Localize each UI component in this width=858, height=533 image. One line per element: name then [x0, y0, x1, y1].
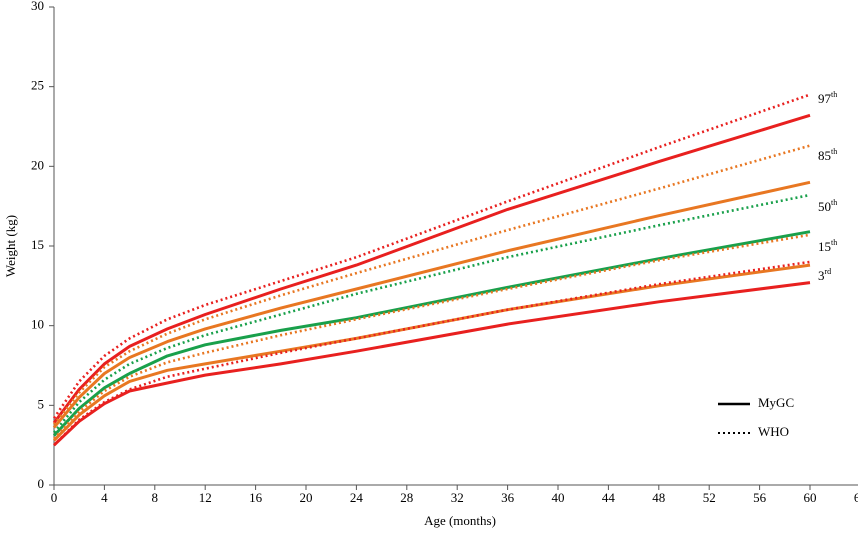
percentile-label: 15th — [818, 238, 837, 254]
percentile-label: 3rd — [818, 267, 831, 283]
percentile-label: 85th — [818, 147, 837, 163]
growth-line — [52, 144, 811, 426]
y-tick-label: 15 — [31, 237, 44, 252]
x-tick-label: 40 — [552, 490, 565, 505]
x-tick-label: 64 — [854, 490, 858, 505]
growth-line — [52, 281, 811, 447]
y-tick-label: 20 — [31, 157, 44, 172]
x-tick-label: 44 — [602, 490, 616, 505]
growth-line — [53, 260, 811, 447]
y-axis-label: Weight (kg) — [3, 215, 18, 277]
x-tick-label: 12 — [199, 490, 212, 505]
percentile-label: 50th — [818, 198, 837, 214]
percentile-number: 15 — [818, 239, 831, 254]
x-tick-label: 56 — [753, 490, 767, 505]
y-tick-label: 30 — [31, 0, 44, 13]
y-tick-label: 5 — [38, 396, 45, 411]
x-tick-label: 48 — [652, 490, 665, 505]
x-tick-label: 4 — [101, 490, 108, 505]
growth-line — [52, 113, 811, 424]
percentile-number: 3 — [818, 268, 825, 283]
legend-label: MyGC — [758, 395, 794, 410]
legend-label: WHO — [758, 424, 789, 439]
x-tick-label: 20 — [300, 490, 313, 505]
x-tick-label: 52 — [703, 490, 716, 505]
x-tick-label: 60 — [804, 490, 817, 505]
percentile-suffix: rd — [825, 267, 832, 276]
x-tick-label: 36 — [501, 490, 515, 505]
percentile-suffix: th — [831, 147, 837, 156]
x-tick-label: 24 — [350, 490, 364, 505]
y-tick-label: 0 — [38, 476, 45, 491]
percentile-number: 85 — [818, 148, 831, 163]
percentile-suffix: th — [831, 238, 837, 247]
growth-line — [53, 193, 811, 434]
percentile-number: 50 — [818, 199, 831, 214]
x-tick-label: 32 — [451, 490, 464, 505]
x-tick-label: 8 — [152, 490, 159, 505]
x-tick-label: 0 — [51, 490, 58, 505]
x-tick-label: 28 — [400, 490, 413, 505]
growth-line — [52, 263, 811, 442]
percentile-label: 97th — [818, 90, 837, 106]
percentile-suffix: th — [831, 90, 837, 99]
percentile-number: 97 — [818, 91, 832, 106]
percentile-suffix: th — [831, 198, 837, 207]
y-tick-label: 10 — [31, 317, 44, 332]
x-tick-label: 16 — [249, 490, 263, 505]
growth-line — [52, 180, 811, 429]
growth-line — [52, 230, 811, 437]
x-axis-label: Age (months) — [424, 513, 496, 528]
y-tick-label: 25 — [31, 78, 44, 93]
